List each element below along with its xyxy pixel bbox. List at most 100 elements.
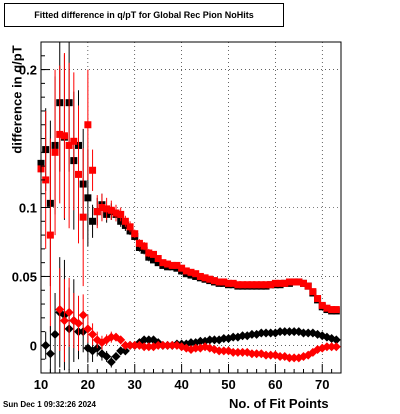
axes: 10 20 30 40 50 60 70 0 0.05 0.1 0.2 [12, 41, 342, 392]
data-point [144, 342, 154, 352]
data-point [314, 295, 322, 303]
data-point [78, 310, 88, 320]
data-point [214, 346, 224, 356]
data-point [89, 166, 97, 174]
data-point [290, 278, 298, 286]
y-tick-label: 0.05 [12, 269, 37, 284]
data-point [267, 281, 275, 289]
data-point [253, 281, 261, 289]
data-point [323, 304, 331, 312]
data-point [83, 324, 93, 334]
data-point [103, 205, 111, 213]
data-point [248, 281, 256, 289]
y-axis-label: difference in q/pT [9, 45, 25, 154]
data-point [196, 272, 204, 280]
data-point [191, 343, 201, 353]
data-point [116, 335, 126, 345]
data-marks [37, 42, 341, 373]
data-point [304, 282, 312, 290]
chart-title: Fitted difference in q/pT for Global Rec… [34, 10, 254, 20]
data-point [256, 328, 266, 338]
data-point [153, 340, 163, 350]
grid-lines [40, 42, 341, 373]
data-point [309, 288, 317, 296]
y-tick-label: 0.1 [19, 201, 37, 216]
data-point [220, 278, 228, 286]
data-point [281, 279, 289, 287]
data-point [238, 347, 248, 357]
data-point [331, 335, 341, 345]
data-point [209, 335, 219, 345]
data-point [126, 223, 134, 231]
data-point [168, 261, 176, 269]
data-point [84, 121, 92, 129]
y-tick-label: 0 [30, 338, 37, 353]
data-point [130, 340, 140, 350]
data-point [275, 327, 285, 337]
chart-title-box: Fitted difference in q/pT for Global Rec… [4, 3, 284, 27]
x-tick-label: 60 [268, 377, 282, 392]
data-point [219, 346, 229, 356]
data-point [102, 351, 112, 361]
data-point [233, 347, 243, 357]
data-point [60, 132, 68, 140]
data-point [239, 281, 247, 289]
data-point [318, 301, 326, 309]
data-point [112, 209, 120, 217]
data-point [192, 270, 200, 278]
data-point [234, 281, 242, 289]
data-point [88, 329, 98, 339]
data-point [182, 267, 190, 275]
data-point [140, 242, 148, 250]
data-point [173, 261, 181, 269]
data-point [289, 353, 299, 363]
data-point [228, 347, 238, 357]
data-point [295, 278, 303, 286]
data-point [116, 346, 126, 356]
data-point [331, 342, 341, 352]
data-point [284, 353, 294, 363]
data-point [65, 141, 73, 149]
data-point [111, 351, 121, 361]
data-point [106, 357, 116, 367]
data-point [125, 340, 135, 350]
data-point [215, 278, 223, 286]
data-point [186, 338, 196, 348]
data-point [299, 328, 308, 338]
data-point [238, 331, 248, 341]
data-point [205, 335, 215, 345]
data-point [219, 334, 229, 344]
data-point [89, 217, 97, 225]
data-point [247, 349, 257, 359]
data-point [247, 329, 257, 339]
data-point [139, 342, 149, 352]
data-point [206, 275, 214, 283]
data-point [328, 306, 336, 314]
x-tick-label: 70 [315, 377, 329, 392]
x-tick-label: 20 [81, 377, 95, 392]
data-point [164, 260, 172, 268]
data-point [150, 256, 157, 264]
data-point [178, 264, 186, 272]
data-point [117, 210, 125, 218]
data-point [266, 350, 276, 360]
x-tick-label: 50 [221, 377, 235, 392]
data-point [266, 328, 276, 338]
data-point [332, 306, 340, 314]
data-point [261, 350, 271, 360]
data-point [262, 281, 270, 289]
data-point [98, 204, 106, 211]
timestamp: Sun Dec 1 09:32:26 2024 [3, 400, 96, 409]
data-point [120, 346, 130, 356]
data-point [139, 335, 149, 345]
data-point [284, 327, 294, 337]
data-point [257, 281, 265, 289]
data-point [187, 268, 195, 276]
series-diamond-red [55, 268, 341, 363]
data-point [50, 329, 60, 339]
data-point [275, 351, 285, 361]
data-point [158, 340, 168, 350]
data-point [228, 332, 238, 342]
data-point [276, 279, 284, 287]
